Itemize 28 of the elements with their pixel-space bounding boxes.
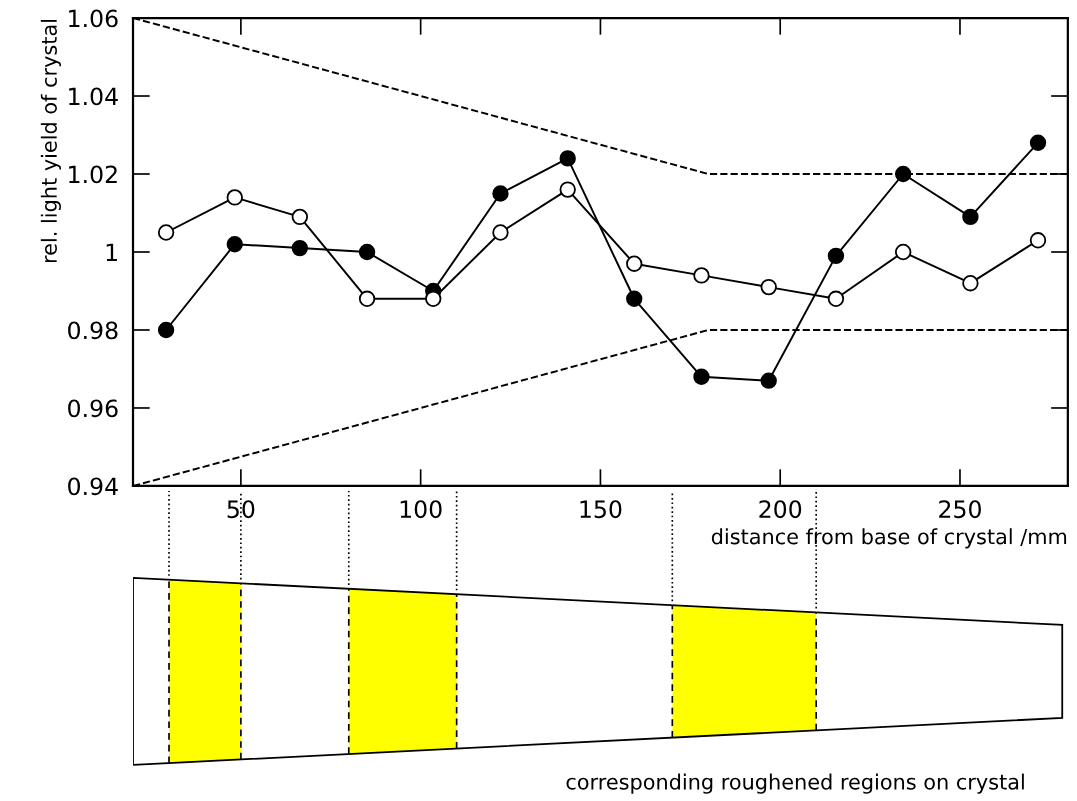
y-tick-label: 1.06 (69, 9, 118, 28)
x-tick-label: 200 (759, 500, 802, 519)
point (157, 321, 175, 339)
y-tick-label: 1.02 (69, 165, 117, 184)
point (962, 208, 979, 226)
y-axis-title: rel. light yield of crystal (40, 19, 61, 263)
point (226, 236, 243, 253)
y-tick-label: 0.98 (68, 321, 118, 340)
point (559, 150, 576, 167)
point (693, 368, 710, 385)
point (358, 243, 376, 261)
y-tick-label: 1.04 (69, 87, 118, 106)
text: corresponding roughened regions on crystal (566, 773, 1024, 794)
x-tick-label: 250 (939, 500, 981, 519)
y-tick-label: 1 (106, 243, 117, 261)
x-axis-title: distance from base of crystal /mm (711, 528, 1067, 549)
point (291, 239, 309, 257)
y-tick-label: 0.96 (68, 399, 118, 418)
point (827, 247, 845, 265)
point (492, 185, 509, 202)
x-tick-label: 50 (227, 500, 255, 519)
y-tick-label: 0.94 (68, 477, 118, 496)
x-tick-label: 100 (400, 500, 442, 519)
point (626, 290, 643, 307)
x-tick-label: 150 (580, 500, 622, 519)
point (1029, 134, 1047, 151)
point (760, 372, 777, 389)
point (894, 165, 912, 183)
